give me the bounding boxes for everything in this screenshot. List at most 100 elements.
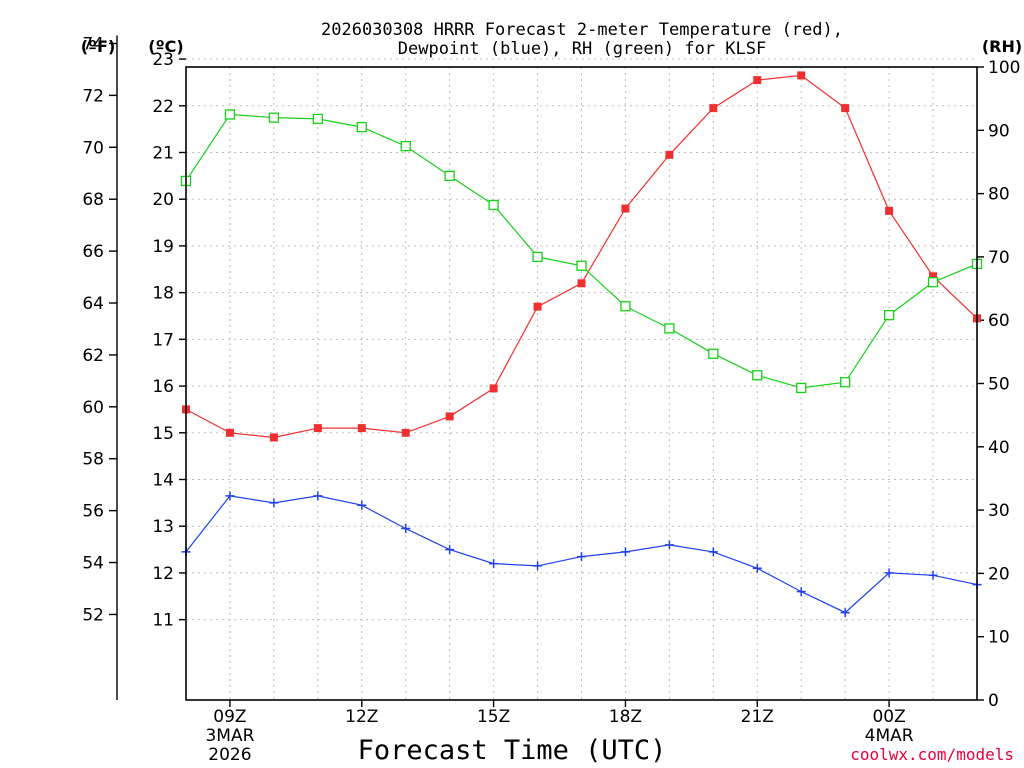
rh-point: [268, 112, 280, 123]
rh-point: [312, 113, 323, 125]
rh-tick-label: 40: [988, 438, 1010, 458]
dewpoint-point: [884, 568, 894, 578]
dewpoint-point: [269, 498, 279, 508]
fahrenheit-unit-label: (ºF): [81, 37, 116, 56]
temperature-point: [577, 279, 586, 288]
temperature-point: [445, 412, 454, 421]
dewpoint-point: [489, 559, 499, 569]
temperature-point: [401, 428, 410, 437]
fahrenheit-tick-label: 58: [82, 450, 104, 470]
temperature-point: [357, 424, 366, 433]
celsius-tick-label: 16: [152, 377, 174, 397]
x-tick-label: 09Z: [213, 707, 246, 727]
temperature-point: [797, 71, 806, 80]
fahrenheit-tick-label: 70: [82, 138, 104, 158]
rh-point: [400, 140, 411, 152]
x-tick-date: 4MAR: [865, 726, 914, 746]
fahrenheit-tick-label: 66: [82, 242, 104, 262]
dewpoint-point: [620, 547, 630, 557]
celsius-tick-label: 17: [152, 330, 174, 350]
celsius-tick-label: 15: [152, 424, 174, 444]
celsius-tick-label: 12: [152, 564, 174, 584]
x-tick-label: 12Z: [345, 707, 378, 727]
celsius-tick-label: 18: [152, 284, 174, 304]
plot-frame: [185, 66, 978, 701]
fahrenheit-tick-label: 72: [82, 86, 104, 106]
rh-point: [708, 348, 719, 359]
x-tick-label: 00Z: [872, 707, 905, 727]
temperature-point: [313, 424, 322, 433]
dewpoint-point: [840, 608, 850, 618]
axis-layer: 11 12 13 14 15 16 17 18 19 20 21 22 23 52 54 56 58 60 62 64…: [82, 34, 1020, 765]
fahrenheit-tick-label: 52: [82, 605, 104, 625]
rh-tick-label: 60: [988, 311, 1010, 331]
fahrenheit-tick-label: 74: [82, 34, 104, 54]
rh-point: [883, 309, 895, 321]
celsius-tick-label: 22: [152, 97, 174, 117]
rh-tick-label: 90: [988, 121, 1010, 141]
fahrenheit-tick-label: 60: [82, 398, 104, 418]
temperature-point: [929, 272, 938, 281]
rh-point: [796, 382, 807, 394]
celsius-tick-label: 14: [152, 471, 174, 491]
rh-tick-label: 80: [988, 185, 1010, 205]
x-tick-year: 2026: [208, 745, 251, 765]
celsius-tick-label: 19: [152, 237, 174, 257]
x-tick-label: 21Z: [741, 707, 774, 727]
rh-point: [840, 377, 851, 388]
fahrenheit-tick-label: 56: [82, 502, 104, 522]
celsius-tick-label: 13: [152, 517, 174, 537]
rh-unit-label: (RH): [982, 37, 1022, 56]
dewpoint-point: [577, 552, 586, 562]
rh-tick-label: 100: [988, 58, 1020, 78]
celsius-tick-label: 11: [152, 611, 174, 631]
dewpoint-point: [225, 491, 235, 501]
dewpoint-point: [445, 545, 455, 555]
temperature-point: [753, 76, 762, 85]
dewpoint-point: [533, 561, 543, 571]
dewpoint-point: [664, 540, 674, 550]
dewpoint-point: [752, 563, 762, 573]
rh-point: [576, 260, 587, 271]
celsius-tick-label: 21: [152, 143, 174, 163]
rh-tick-label: 50: [988, 375, 1010, 395]
rh-point: [620, 301, 631, 312]
fahrenheit-tick-label: 62: [82, 346, 104, 366]
rh-tick-label: 20: [988, 564, 1010, 584]
celsius-tick-label: 23: [152, 50, 174, 70]
dewpoint-point: [357, 500, 367, 510]
x-axis-label: Forecast Time (UTC): [358, 735, 667, 766]
credit-text: coolwx.com/models: [850, 745, 1014, 764]
x-tick-label: 18Z: [609, 707, 642, 727]
rh-tick-label: 70: [988, 248, 1010, 268]
temperature-point: [885, 206, 894, 215]
chart-title-line2: Dewpoint (blue), RH (green) for KLSF: [398, 39, 766, 59]
celsius-unit-label: (ºC): [148, 37, 183, 56]
rh-point: [224, 109, 236, 120]
fahrenheit-tick-label: 54: [82, 554, 104, 574]
x-tick-date: 3MAR: [205, 726, 254, 746]
rh-tick-label: 0: [988, 691, 999, 711]
series-layer: [180, 71, 983, 618]
temperature-point: [841, 104, 850, 113]
dewpoint-point: [313, 491, 323, 501]
rh-point: [488, 199, 499, 211]
celsius-tick-label: 20: [152, 190, 174, 210]
rh-tick-label: 10: [988, 628, 1010, 648]
rh-point: [444, 170, 455, 182]
dewpoint-point: [928, 570, 938, 580]
rh-point: [752, 370, 763, 381]
temperature-point: [665, 150, 674, 159]
rh-point: [927, 277, 939, 288]
dewpoint-point: [708, 547, 718, 557]
rh-tick-label: 30: [988, 501, 1010, 521]
dewpoint-point: [401, 524, 411, 534]
temperature-point: [269, 433, 278, 442]
temperature-point: [225, 428, 234, 437]
rh-point: [356, 121, 367, 133]
x-tick-label: 15Z: [477, 707, 510, 727]
fahrenheit-tick-label: 68: [82, 190, 104, 210]
rh-point: [532, 251, 543, 263]
fahrenheit-tick-label: 64: [82, 294, 104, 314]
temperature-point: [533, 302, 542, 311]
